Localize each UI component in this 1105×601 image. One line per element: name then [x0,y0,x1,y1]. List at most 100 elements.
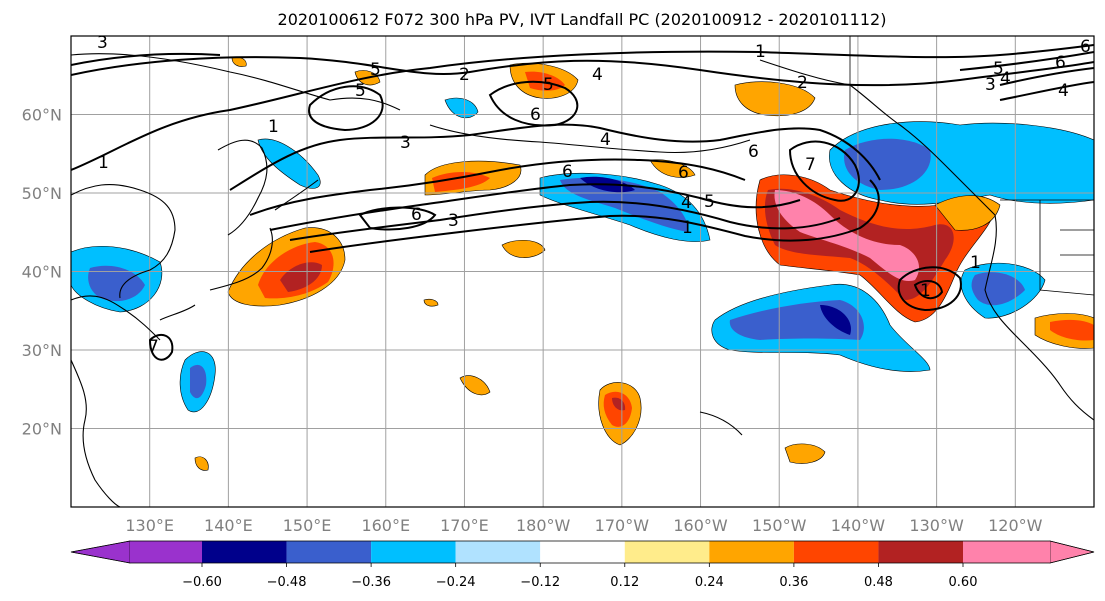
pos-field-140e-south [194,456,209,471]
colorbar-segment [455,541,541,563]
pv-contour-ring-5 [897,266,962,312]
contour-label: 4 [1000,69,1011,89]
longitude-label: 160°E [361,516,410,535]
contour-label: 2 [797,73,808,93]
pos-field-gulf-west [734,81,816,117]
pos-field-small-2 [423,298,439,307]
neg-field-gulf-alaska-core [844,138,931,190]
colorbar-segment [286,541,372,563]
map-frame [70,35,1095,508]
longitude-label: 170°W [595,516,650,535]
longitude-label: 150°E [283,516,332,535]
contour-label: 1 [98,153,109,173]
map-title: 2020100612 F072 300 hPa PV, IVT Landfall… [278,10,887,29]
pos-field-japan-max [280,262,322,292]
longitude-label: 150°W [752,516,807,535]
longitude-label: 130°E [125,516,174,535]
colorbar-segment [709,541,794,563]
neg-field-aleutian-small [444,97,479,119]
colorbar-tick-label: −0.24 [436,575,476,590]
latitude-label: 30°N [22,341,62,360]
contour-label: 7 [805,155,816,175]
contour-label: 5 [355,81,366,101]
pv-contour-ring-4 [788,140,860,202]
contour-label: 6 [530,105,541,125]
colorbar-tick-label: 0.24 [695,575,724,590]
neg-field-west-pacific-core [190,364,207,399]
pv-contour-small-1 [148,333,174,361]
contour-label: 6 [1055,53,1066,73]
colorbar-extend-high [1049,540,1095,564]
neg-field-subtropical-east-max [820,305,851,335]
latitude-label: 60°N [22,106,62,125]
pos-field-aleutian-core [525,71,565,91]
borders [849,36,1094,296]
coast-philippines [71,359,121,507]
contour-label: 2 [459,65,470,85]
pv-contour-2 [71,56,1094,87]
neg-field-east-asia-core [88,265,145,302]
colorbar: −0.60 −0.48 −0.36 −0.24 −0.12 0.12 0.24 0.36 0.4… [70,540,1095,590]
latitude-label: 20°N [22,420,62,439]
contour-label: 6 [748,142,759,162]
contour-label: 1 [920,281,931,301]
contour-label: 1 [682,218,693,238]
contour-label: 5 [704,192,715,212]
colorbar-segment [793,541,879,563]
coast-kuril [274,179,319,211]
pos-field-160w [649,159,696,178]
pos-field-central-core [432,172,490,192]
neg-field-california-core [971,272,1025,306]
longitude-label: 170°E [440,516,489,535]
colorbar-tick-label: 0.48 [864,575,893,590]
longitude-label: 160°W [673,516,728,535]
contour-label: 1 [268,117,279,137]
contour-labels: 3 2 1 6 5 6 4 6 1 2 6 5 4 1 6 3 7 4 5 1 … [97,33,1091,357]
coast-kamchatka [217,139,268,236]
colorbar-segment [540,541,625,563]
contour-label: 3 [97,33,108,53]
longitude-label: 130°W [909,516,964,535]
latitude-labels: 60°N 50°N 40°N 30°N 20°N [22,106,62,439]
contour-label: 5 [370,60,381,80]
colorbar-segment [963,541,1050,563]
contour-label: 4 [600,130,611,150]
lat-lon-grid [71,36,1094,507]
colorbar-tick-label: 0.12 [610,575,639,590]
pv-contour-3 [71,51,1094,71]
pv-contour-ring-6 [913,279,944,300]
longitude-label: 120°W [988,516,1043,535]
contour-label: 3 [985,75,996,95]
coast-asia [71,184,176,341]
contour-label: 5 [543,75,554,95]
contour-label: 6 [411,205,422,225]
coast-hawaii [699,411,743,436]
coast-alaska [759,59,996,216]
pv-contour-east-1 [999,67,1094,101]
pos-field-northeast-pacific-max [774,190,920,281]
contour-label: 4 [681,193,692,213]
contour-label: 3 [448,211,459,231]
colorbar-tick-label: 0.60 [949,575,978,590]
pv-contour-ring-2 [488,80,579,127]
pos-field-175w [501,240,546,258]
pos-field-baja-core [1050,319,1094,341]
longitude-label: 180°W [516,516,571,535]
contour-label: 3 [400,133,411,153]
contour-label: 1 [970,253,981,273]
longitude-labels: 130°E 140°E 150°E 160°E 170°E 180°W 170°W 160°W… [125,516,1042,535]
coast-japan [159,227,273,321]
colorbar-segment [202,541,287,563]
colorbar-segment [624,541,710,563]
coast-aleutians [429,124,751,154]
colorbar-tick-label: −0.36 [351,575,391,590]
pv-contour-7 [289,200,841,241]
pv-contour-5 [249,158,746,216]
coast-na-west [984,214,1094,421]
latitude-label: 40°N [22,263,62,282]
colorbar-segment [878,541,963,563]
latitude-label: 50°N [22,184,62,203]
pv-contour-4 [229,123,881,191]
colorbar-tick-label: −0.12 [520,575,560,590]
